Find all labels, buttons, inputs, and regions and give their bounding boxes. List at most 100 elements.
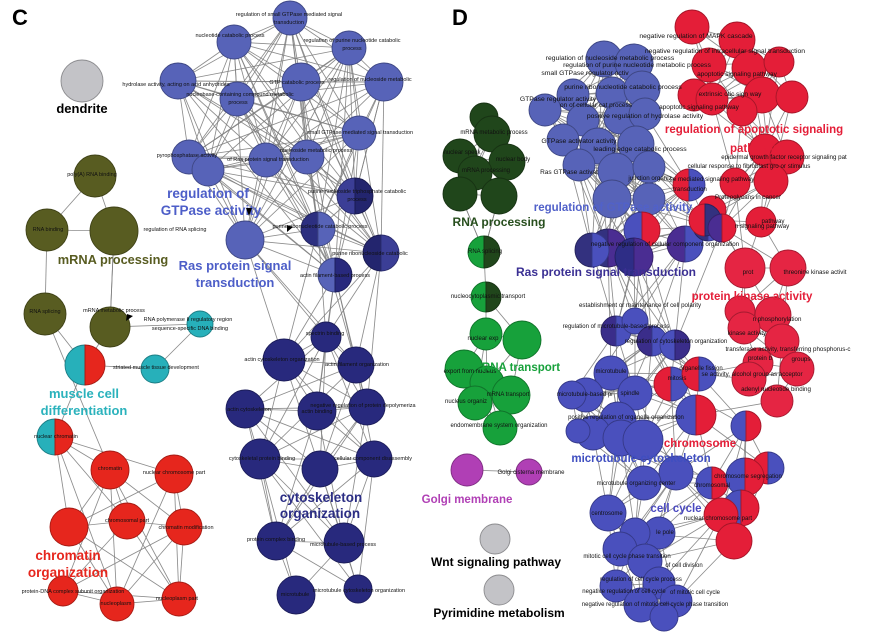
svg-text:cell cycle: cell cycle xyxy=(650,503,701,515)
svg-text:regulation of nucleoside metab: regulation of nucleoside metabolic xyxy=(328,77,411,83)
svg-text:regulation of microtubule-base: regulation of microtubule-based process xyxy=(563,324,670,330)
svg-text:nuclear exp: nuclear exp xyxy=(467,336,499,342)
svg-text:mitosis: mitosis xyxy=(668,376,687,382)
svg-text:process: process xyxy=(228,100,248,106)
svg-text:nuclear chromatin: nuclear chromatin xyxy=(34,434,78,440)
svg-text:microtubule: microtubule xyxy=(595,369,627,375)
svg-text:nuclear speck: nuclear speck xyxy=(443,150,481,156)
svg-text:RNA binding: RNA binding xyxy=(33,227,64,233)
svg-text:chromosome: chromosome xyxy=(664,438,736,450)
svg-text:dendrite: dendrite xyxy=(56,101,107,116)
svg-text:junction organiz: junction organiz xyxy=(627,175,671,182)
svg-text:microtubule cytoskeleton organ: microtubule cytoskeleton organization xyxy=(313,588,405,594)
svg-text:sequence-specific DNA binding: sequence-specific DNA binding xyxy=(152,326,228,332)
svg-text:purine ribonucleotide cataboli: purine ribonucleotide catabolic process xyxy=(272,224,367,230)
svg-text:nucleoplasm part: nucleoplasm part xyxy=(156,596,198,602)
svg-text:Ras protein signal transductio: Ras protein signal transduction xyxy=(516,265,696,279)
svg-text:RNA transport: RNA transport xyxy=(482,362,560,374)
svg-text:chromosomal: chromosomal xyxy=(694,483,730,489)
svg-text:regulation of nucleoside metab: regulation of nucleoside metabolic proce… xyxy=(546,55,675,62)
svg-text:small GTPase regulator activ: small GTPase regulator activ xyxy=(541,70,629,77)
svg-text:regulation of cell cycle proce: regulation of cell cycle process xyxy=(600,577,682,583)
svg-text:apoptotic signaling pathway: apoptotic signaling pathway xyxy=(659,104,740,111)
svg-text:groups: groups xyxy=(792,356,811,363)
svg-text:protein kinase activity: protein kinase activity xyxy=(692,291,813,303)
svg-text:microtubule: microtubule xyxy=(281,592,309,598)
svg-text:organization: organization xyxy=(28,565,108,580)
svg-text:regulation of small GTPase med: regulation of small GTPase mediated sign… xyxy=(236,12,342,18)
svg-text:negative regulation of cell cy: negative regulation of cell cycle xyxy=(582,589,666,595)
svg-text:striated muscle tissue develop: striated muscle tissue development xyxy=(113,365,199,371)
svg-text:Golgi membrane: Golgi membrane xyxy=(422,494,513,506)
svg-text:pyrophosphatase activity: pyrophosphatase activity xyxy=(157,153,218,159)
svg-text:microtubule-based process: microtubule-based process xyxy=(310,542,376,548)
svg-text:RNA processing: RNA processing xyxy=(453,215,546,229)
svg-text:protein b: protein b xyxy=(748,355,773,362)
svg-text:chromosome segregation: chromosome segregation xyxy=(714,474,782,480)
svg-text:regulation of cytoskeleton org: regulation of cytoskeleton organization xyxy=(625,339,727,345)
svg-text:nucleoplasm: nucleoplasm xyxy=(101,601,132,607)
svg-text:microtubule-based pr: microtubule-based pr xyxy=(557,392,613,398)
svg-text:cellular response to fibroblas: cellular response to fibroblast gro or s… xyxy=(688,163,811,170)
svg-text:n phosphorylation: n phosphorylation xyxy=(753,316,802,323)
svg-text:regulation of purine nucleotid: regulation of purine nucleotide metaboli… xyxy=(563,62,711,69)
svg-text:of mitotic cell cycle: of mitotic cell cycle xyxy=(670,590,721,596)
svg-text:cytoskeletal protein binding: cytoskeletal protein binding xyxy=(229,456,295,462)
svg-text:transferase activity, transfer: transferase activity, transferring phosp… xyxy=(725,346,850,353)
svg-text:nucleobase-containing compound: nucleobase-containing compound metabolic xyxy=(186,92,294,98)
svg-text:kinase activity: kinase activity xyxy=(728,330,767,337)
svg-text:protein complex binding: protein complex binding xyxy=(247,537,305,543)
svg-text:actin cytoskeleton: actin cytoskeleton xyxy=(227,407,271,413)
svg-text:purine ribonucleotide cataboli: purine ribonucleotide catabolic process xyxy=(564,84,682,91)
svg-text:small GTPase mediated signal t: small GTPase mediated signal transductio… xyxy=(307,130,413,136)
svg-text:chromatin: chromatin xyxy=(98,466,122,472)
svg-text:chromatin modification: chromatin modification xyxy=(158,525,213,531)
svg-text:negative regulation of cellula: negative regulation of cellular componen… xyxy=(591,241,740,248)
svg-text:pathway: pathway xyxy=(761,218,785,225)
svg-text:actin filament organization: actin filament organization xyxy=(325,362,389,368)
svg-text:poly(A) RNA binding: poly(A) RNA binding xyxy=(67,172,117,178)
svg-text:adenyl nucleotide binding: adenyl nucleotide binding xyxy=(741,386,811,393)
svg-text:positive regulation of organel: positive regulation of organelle organiz… xyxy=(568,415,684,421)
svg-text:organization: organization xyxy=(280,506,360,521)
svg-text:export from nucleus: export from nucleus xyxy=(444,369,497,375)
svg-text:chromosomal part: chromosomal part xyxy=(105,518,149,524)
svg-text:actin filament-based process: actin filament-based process xyxy=(300,273,370,279)
svg-text:regulation of RNA splicing: regulation of RNA splicing xyxy=(144,227,207,233)
svg-text:Wnt signaling pathway: Wnt signaling pathway xyxy=(431,555,561,569)
svg-text:RNA polymerase II regulatory r: RNA polymerase II regulatory region xyxy=(144,317,233,323)
svg-text:pathway: pathway xyxy=(730,143,777,155)
svg-text:positive regulation of hydrola: positive regulation of hydrolase activit… xyxy=(587,113,704,120)
svg-text:epidermal growth factor recept: epidermal growth factor receptor signali… xyxy=(721,154,847,161)
svg-text:spectrin binding: spectrin binding xyxy=(306,331,345,337)
svg-text:actin cytoskeleton organizatio: actin cytoskeleton organization xyxy=(244,357,319,363)
svg-text:threonine kinase activit: threonine kinase activit xyxy=(784,269,847,276)
svg-text:cellular component disassembly: cellular component disassembly xyxy=(334,456,412,462)
svg-text:se mediated signaling pathway: se mediated signaling pathway xyxy=(670,176,756,183)
svg-text:transduction: transduction xyxy=(673,186,707,193)
svg-text:nucleus organiz: nucleus organiz xyxy=(445,399,487,405)
svg-text:nucleotide catabolic process: nucleotide catabolic process xyxy=(195,33,264,39)
svg-text:cytoskeleton: cytoskeleton xyxy=(280,490,363,505)
svg-text:nucleocytoplasmic transport: nucleocytoplasmic transport xyxy=(451,294,526,300)
svg-text:mRNA processing: mRNA processing xyxy=(58,252,168,267)
svg-text:nuclear body: nuclear body xyxy=(496,157,530,163)
svg-text:establishment or maintenance o: establishment or maintenance of cell pol… xyxy=(579,302,702,309)
svg-text:endomembrane system organizati: endomembrane system organization xyxy=(450,423,547,429)
svg-text:negative regulation of mitotic: negative regulation of mitotic cell cycl… xyxy=(582,602,728,608)
svg-text:D: D xyxy=(452,5,468,30)
svg-text:GTP catabolic process: GTP catabolic process xyxy=(269,80,324,86)
svg-text:process: process xyxy=(347,197,367,203)
svg-text:RNA splicing: RNA splicing xyxy=(29,309,60,315)
svg-text:C: C xyxy=(12,5,28,30)
svg-text:regulation of GTPase activity: regulation of GTPase activity xyxy=(534,202,693,214)
svg-text:n signaling pathway: n signaling pathway xyxy=(735,223,790,230)
svg-text:actin binding: actin binding xyxy=(302,409,333,415)
svg-text:differentiation: differentiation xyxy=(41,403,128,418)
svg-text:leading edge catabolic process: leading edge catabolic process xyxy=(593,146,687,153)
svg-text:nuclear chromosome part: nuclear chromosome part xyxy=(684,516,752,522)
svg-text:regulation of apoptotic signal: regulation of apoptotic signaling xyxy=(665,124,843,136)
svg-text:apoptotic signaling pathway: apoptotic signaling pathway xyxy=(697,71,778,78)
svg-text:hydrolase activity, acting on: hydrolase activity, acting on acid anhyd… xyxy=(122,82,229,88)
svg-text:le pole: le pole xyxy=(656,530,674,536)
